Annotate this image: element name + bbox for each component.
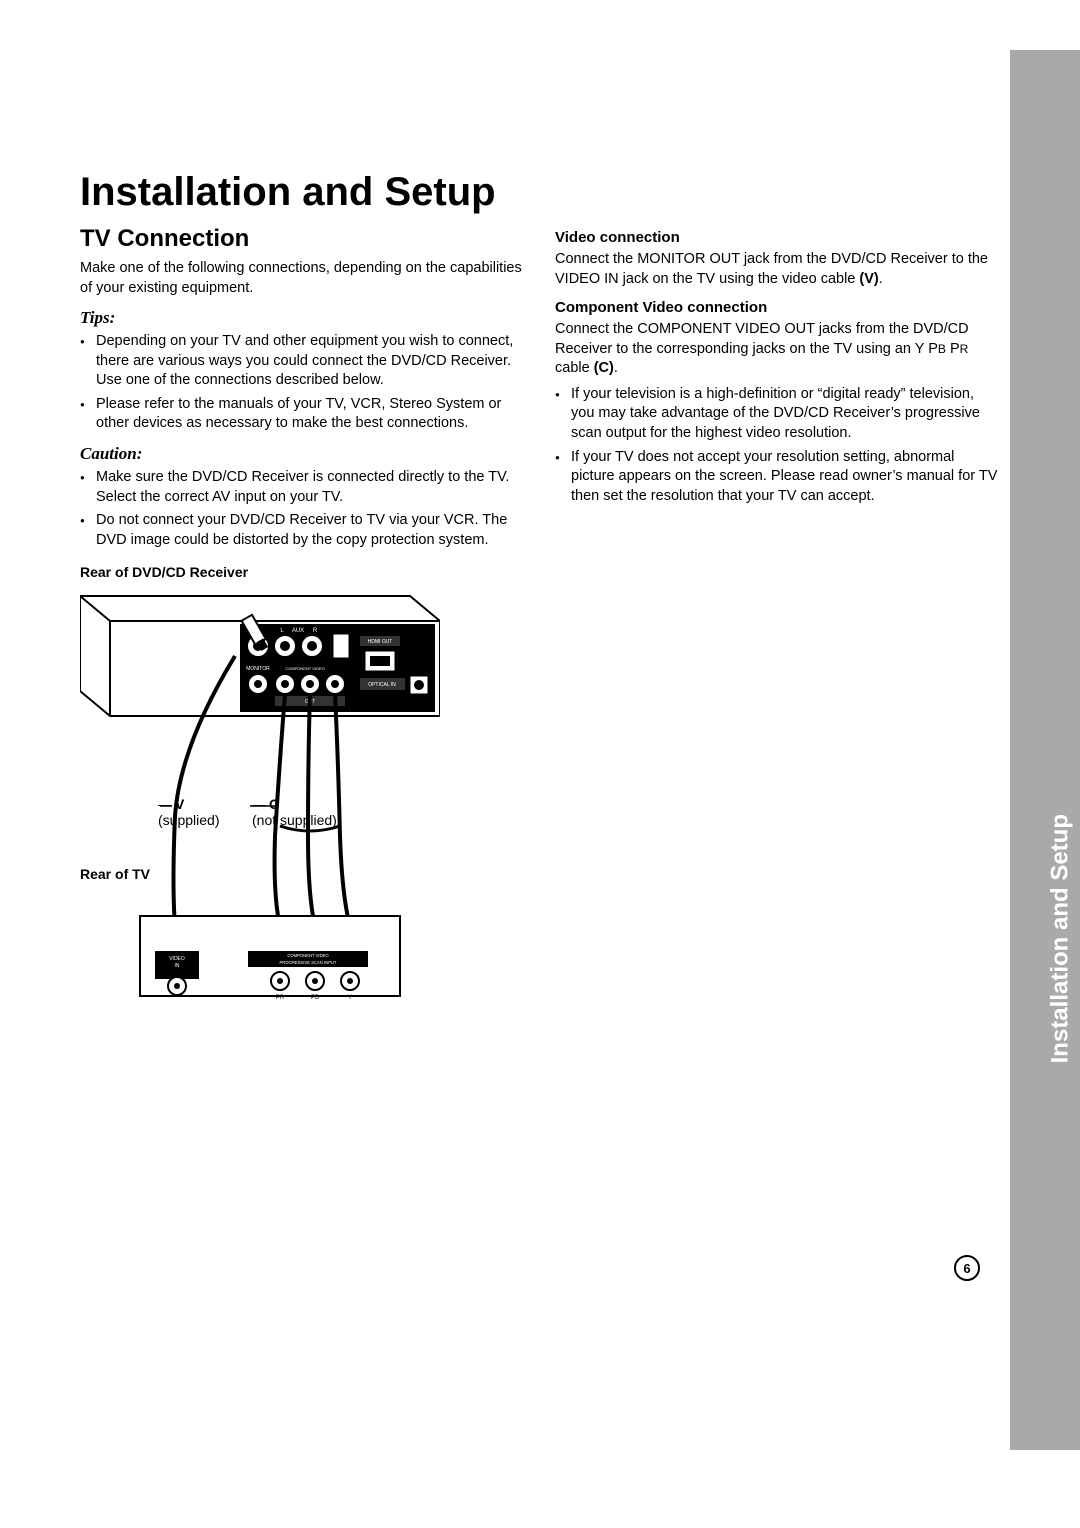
tv-connection-heading: TV Connection [80,225,525,253]
tips-list: Depending on your TV and other equipment… [80,332,525,434]
caution-heading: Caution: [80,444,525,464]
svg-text:HDMI OUT: HDMI OUT [368,639,393,645]
rear-tv-label: Rear of TV [80,866,150,882]
tips-heading: Tips: [80,308,525,328]
video-connection-heading: Video connection [555,229,1000,246]
svg-text:PROGRESSIVE SCAN INPUT: PROGRESSIVE SCAN INPUT [279,960,336,965]
left-column: TV Connection Make one of the following … [80,225,525,1006]
cable-c-sub: (not supplied) [252,812,337,828]
component-note: If your TV does not accept your resoluti… [555,448,1000,507]
component-note: If your television is a high-definition … [555,385,1000,444]
right-column: Video connection Connect the MONITOR OUT… [555,225,1000,1006]
svg-text:COMPONENT VIDEO: COMPONENT VIDEO [287,953,329,958]
component-video-heading: Component Video connection [555,299,1000,316]
cable-v-block: —V (supplied) [158,796,219,828]
cable-c-block: —C (not supplied) [252,796,337,828]
video-connection-text: Connect the MONITOR OUT jack from the DV… [555,250,1000,289]
cable-v-sub: (supplied) [158,812,219,828]
cable-c-label: C [269,796,279,812]
svg-text:OPTICAL IN: OPTICAL IN [368,682,396,688]
component-notes-list: If your television is a high-definition … [555,385,1000,506]
caution-item: Make sure the DVD/CD Receiver is connect… [80,468,525,507]
svg-text:PB: PB [311,995,319,1001]
svg-text:MONITOR: MONITOR [246,666,270,672]
svg-text:Y: Y [348,995,352,1001]
svg-text:VIDEO: VIDEO [169,956,185,962]
svg-text:IN: IN [175,963,180,969]
tip-item: Please refer to the manuals of your TV, … [80,395,525,434]
caution-item: Do not connect your DVD/CD Receiver to T… [80,511,525,550]
cable-v-label: V [175,796,184,812]
tip-item: Depending on your TV and other equipment… [80,332,525,391]
component-video-text: Connect the COMPONENT VIDEO OUT jacks fr… [555,320,1000,379]
svg-text:R: R [313,628,318,634]
intro-text: Make one of the following connections, d… [80,259,525,298]
caution-list: Make sure the DVD/CD Receiver is connect… [80,468,525,550]
svg-text:PR: PR [276,995,285,1001]
page-title: Installation and Setup [80,170,1000,215]
page-number: 6 [954,1255,980,1281]
rear-receiver-label: Rear of DVD/CD Receiver [80,564,525,580]
svg-text:AUX: AUX [292,628,304,634]
connection-diagram: L AUX R HDMI OUT [80,586,440,1006]
svg-text:COMPONENT VIDEO: COMPONENT VIDEO [285,666,325,671]
